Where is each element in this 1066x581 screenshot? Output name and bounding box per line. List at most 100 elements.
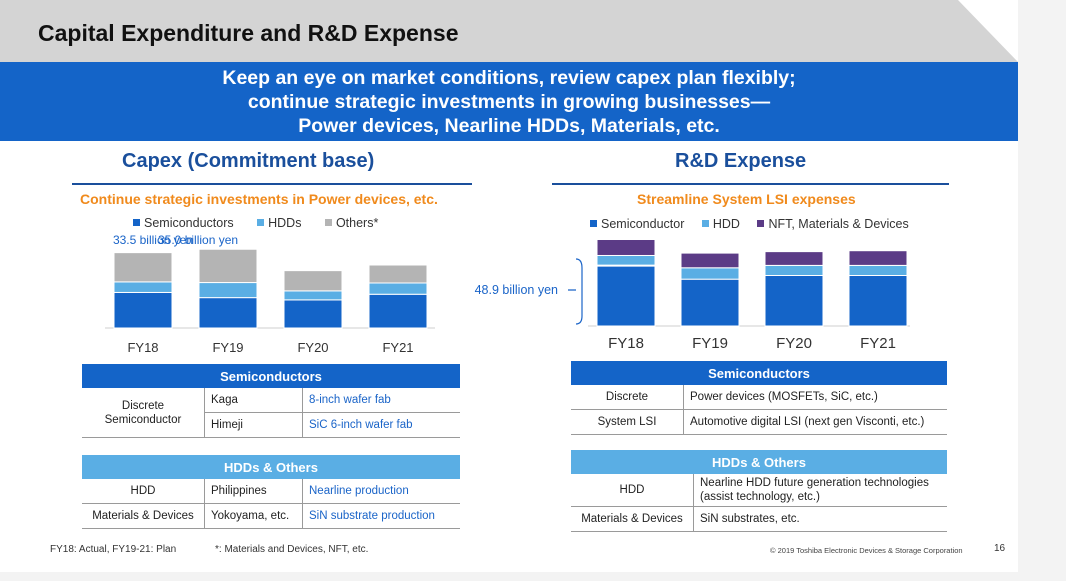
x-tick-label: FY18 bbox=[608, 335, 644, 352]
rd-reduction-arrow bbox=[597, 264, 682, 278]
bar-fy19-nft-materials-devices bbox=[680, 252, 740, 269]
banner-line-3: Power devices, Nearline HDDs, Materials,… bbox=[298, 115, 720, 137]
rd-table1-header: Semiconductors bbox=[571, 361, 947, 385]
rd-hdds-others-table: HDDs & Others HDD Nearline HDD future ge… bbox=[571, 450, 947, 532]
bar-fy19-others bbox=[198, 248, 258, 284]
rd-title: R&D Expense bbox=[675, 150, 807, 172]
rd-table2-group: Materials & Devices bbox=[571, 506, 694, 532]
bar-fy19-hdds bbox=[198, 282, 258, 299]
bar-fy18-semiconductor bbox=[596, 265, 656, 327]
capex-total-annotation: 35.0 billion yen bbox=[158, 233, 238, 247]
rd-table1-item: Power devices (MOSFETs, SiC, etc.) bbox=[683, 385, 947, 410]
banner-line-1: Keep an eye on market conditions, review… bbox=[222, 67, 796, 89]
capex-legend-hdds: HDDs bbox=[257, 216, 301, 230]
footnote-plan: FY18: Actual, FY19-21: Plan bbox=[50, 544, 177, 555]
legend-swatch bbox=[133, 219, 140, 226]
legend-swatch bbox=[757, 220, 765, 227]
capex-total-annotation: 33.5 billion yen bbox=[113, 233, 193, 247]
x-tick-label: FY18 bbox=[127, 340, 158, 355]
legend-label: Others* bbox=[335, 216, 379, 230]
bar-fy20-nft-materials-devices bbox=[764, 251, 824, 266]
footnote-others: *: Materials and Devices, NFT, etc. bbox=[215, 544, 369, 555]
legend-swatch bbox=[590, 220, 597, 227]
rd-semiconductors-table: Semiconductors Discrete Power devices (M… bbox=[571, 361, 947, 435]
legend-label: Semiconductors bbox=[144, 216, 234, 230]
bar-fy18-others bbox=[113, 252, 173, 283]
capex-table1-header: Semiconductors bbox=[82, 364, 460, 388]
rd-total-annotation: 48.9 billion yen bbox=[475, 283, 558, 297]
capex-table2-site: Yokoyama, etc. bbox=[204, 503, 303, 529]
bar-fy21-hdds bbox=[368, 282, 428, 295]
rd-subtitle: Streamline System LSI expenses bbox=[637, 191, 856, 207]
rd-divider bbox=[552, 183, 949, 185]
capex-table1-item: 8-inch wafer fab bbox=[302, 388, 460, 413]
capex-table1-site: Himeji bbox=[204, 412, 303, 438]
bar-fy21-others bbox=[368, 264, 428, 284]
capex-hdds-others-table: HDDs & Others HDD Philippines Nearline p… bbox=[82, 455, 460, 529]
slide: Capital Expenditure and R&D Expense Keep… bbox=[0, 0, 1018, 572]
rd-total-bracket bbox=[568, 258, 583, 325]
message-banner: Keep an eye on market conditions, review… bbox=[0, 62, 1018, 141]
bar-fy18-nft-materials-devices bbox=[596, 239, 656, 256]
bar-fy20-others bbox=[283, 270, 343, 292]
x-tick-label: FY20 bbox=[776, 335, 812, 352]
x-tick-label: FY21 bbox=[382, 340, 413, 355]
banner-line-2: continue strategic investments in growin… bbox=[247, 91, 771, 113]
x-tick-label: FY19 bbox=[212, 340, 243, 355]
bar-fy20-hdds bbox=[283, 290, 343, 301]
bar-fy21-nft-materials-devices bbox=[848, 250, 908, 266]
bar-fy21-hdd bbox=[848, 264, 908, 277]
capex-table2-header: HDDs & Others bbox=[82, 455, 460, 479]
bar-fy19-hdd bbox=[680, 267, 740, 280]
page-number: 16 bbox=[994, 543, 1006, 554]
rd-legend: Semiconductor HDD NFT, Materials & Devic… bbox=[590, 217, 909, 231]
rd-legend-semiconductor: Semiconductor bbox=[590, 217, 684, 231]
capex-legend-others: Others* bbox=[324, 216, 379, 230]
capex-table2-item: SiN substrate production bbox=[302, 503, 460, 529]
legend-label: NFT, Materials & Devices bbox=[768, 217, 909, 231]
capex-table1-site: Kaga bbox=[204, 388, 303, 413]
bar-fy20-semiconductors bbox=[283, 299, 343, 329]
bar-fy18-hdd bbox=[596, 254, 656, 267]
bar-fy19-semiconductors bbox=[198, 297, 258, 329]
bar-fy21-semiconductor bbox=[848, 275, 908, 327]
rd-legend-nft: NFT, Materials & Devices bbox=[757, 217, 909, 231]
capex-table2-group: HDD bbox=[82, 479, 205, 504]
capex-legend: Semiconductors HDDs Others* bbox=[133, 216, 398, 230]
capex-title: Capex (Commitment base) bbox=[122, 150, 375, 172]
capex-subtitle: Continue strategic investments in Power … bbox=[80, 191, 438, 207]
rd-table1-group: System LSI bbox=[571, 409, 684, 435]
rd-table1-item: Automotive digital LSI (next gen Viscont… bbox=[683, 409, 947, 435]
rd-table2-group: HDD bbox=[571, 474, 694, 507]
bar-fy20-hdd bbox=[764, 264, 824, 277]
rd-table2-item: Nearline HDD future generation technolog… bbox=[693, 474, 947, 507]
rd-table1-group: Discrete bbox=[571, 385, 684, 410]
capex-table2-group: Materials & Devices bbox=[82, 503, 205, 529]
capex-table1-group: Discrete Semiconductor bbox=[82, 388, 205, 438]
right-margin bbox=[1018, 0, 1066, 581]
rd-table2-header: HDDs & Others bbox=[571, 450, 947, 474]
rd-table2-item: SiN substrates, etc. bbox=[693, 506, 947, 532]
capex-table2-site: Philippines bbox=[204, 479, 303, 504]
legend-swatch bbox=[701, 220, 709, 227]
x-tick-label: FY21 bbox=[860, 335, 896, 352]
legend-label: HDD bbox=[712, 217, 740, 231]
legend-swatch bbox=[257, 219, 265, 226]
bar-fy18-hdds bbox=[113, 281, 173, 293]
bar-fy20-semiconductor bbox=[764, 275, 824, 327]
bar-fy21-semiconductors bbox=[368, 293, 428, 329]
legend-swatch bbox=[324, 219, 332, 226]
bar-fy18-semiconductors bbox=[113, 291, 173, 329]
capex-table1-item: SiC 6-inch wafer fab bbox=[302, 412, 460, 438]
capex-semiconductors-table: Semiconductors Discrete Semiconductor Ka… bbox=[82, 364, 460, 438]
header-bar bbox=[0, 0, 1018, 62]
capex-legend-semiconductors: Semiconductors bbox=[133, 216, 234, 230]
legend-label: HDDs bbox=[268, 216, 302, 230]
x-tick-label: FY19 bbox=[692, 335, 728, 352]
capex-table2-item: Nearline production bbox=[302, 479, 460, 504]
copyright: © 2019 Toshiba Electronic Devices & Stor… bbox=[770, 546, 963, 555]
rd-legend-hdd: HDD bbox=[701, 217, 740, 231]
rd-chart: FY18 FY19 FY20 FY21 48.9 billion yen bbox=[475, 239, 910, 352]
page-title: Capital Expenditure and R&D Expense bbox=[38, 20, 459, 46]
